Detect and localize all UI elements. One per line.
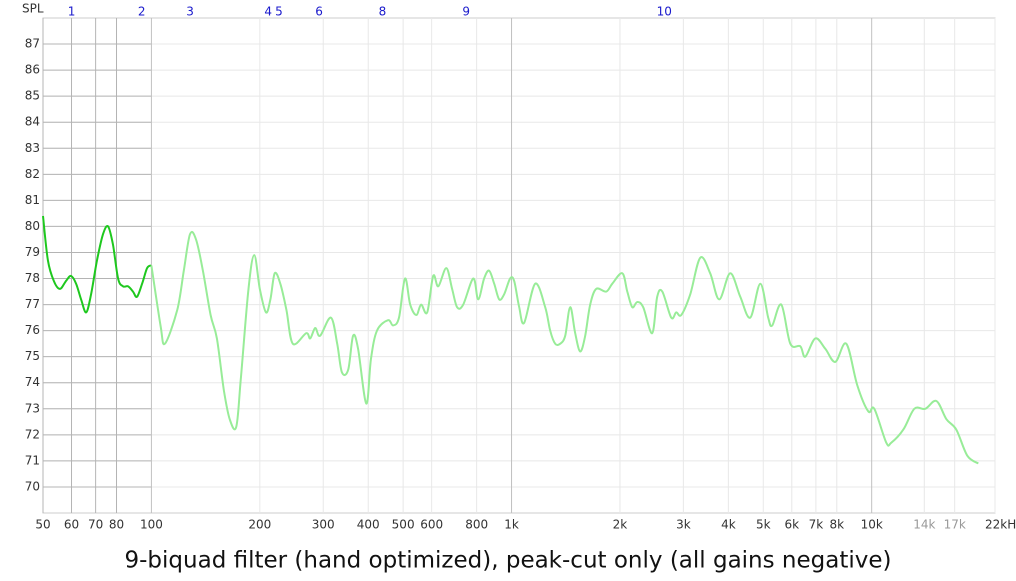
y-tick-label: 82 [25,167,40,181]
y-tick-label: 71 [25,453,40,467]
x-tick-label: 80 [109,518,124,532]
x-tick-label: 10k [861,518,883,532]
response-curve [42,215,152,314]
x-tick-label: 2k [613,518,628,532]
filter-marker: 6 [315,5,323,19]
y-tick-label: 70 [25,479,40,493]
y-tick-label: 84 [25,115,40,129]
x-tick-label: 1k [504,518,519,532]
x-tick-label: 100 [140,518,163,532]
x-tick-label: 14k [913,518,935,532]
y-tick-label: 77 [25,297,40,311]
y-tick-label: 76 [25,323,40,337]
x-tick-label: 600 [420,518,443,532]
filter-marker: 2 [138,5,146,19]
x-tick-label: 300 [312,518,335,532]
y-tick-label: 86 [25,63,40,77]
y-tick-label: 72 [25,427,40,441]
filter-marker: 9 [462,5,470,19]
y-tick-label: 75 [25,349,40,363]
y-tick-label: 78 [25,271,40,285]
y-tick-label: 79 [25,245,40,259]
y-tick-label: 80 [25,219,40,233]
x-tick-label: 8k [829,518,844,532]
x-tick-label: 60 [64,518,79,532]
y-tick-label: 83 [25,141,40,155]
filter-marker: 4 [264,5,272,19]
y-tick-label: 87 [25,37,40,51]
filter-marker: 5 [275,5,283,19]
x-tick-label: 500 [392,518,415,532]
x-tick-label: 22kHz [985,518,1016,532]
x-tick-label: 7k [809,518,824,532]
y-axis-label: SPL [22,2,44,16]
response-curve [150,230,979,465]
y-tick-label: 73 [25,401,40,415]
x-tick-label: 17k [944,518,966,532]
x-tick-label: 70 [88,518,103,532]
x-tick-label: 50 [35,518,50,532]
y-tick-label: 74 [25,375,40,389]
filter-marker: 3 [186,5,194,19]
x-tick-label: 800 [465,518,488,532]
x-tick-label: 400 [357,518,380,532]
x-tick-label: 3k [676,518,691,532]
x-tick-label: 6k [784,518,799,532]
y-tick-label: 85 [25,89,40,103]
y-tick-label: 81 [25,193,40,207]
x-tick-label: 4k [721,518,736,532]
filter-marker: 10 [657,5,672,19]
x-tick-label: 5k [756,518,771,532]
x-tick-label: 200 [248,518,271,532]
chart-title: 9-biquad filter (hand optimized), peak-c… [125,548,892,574]
filter-marker: 8 [379,5,387,19]
filter-marker: 1 [68,5,76,19]
